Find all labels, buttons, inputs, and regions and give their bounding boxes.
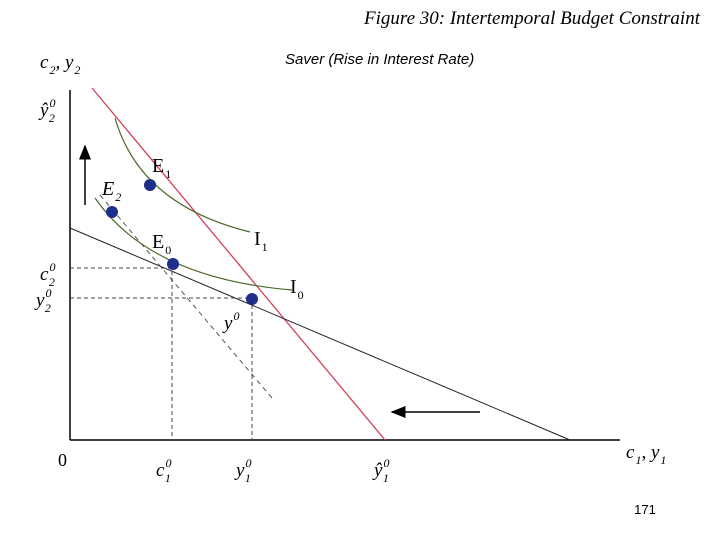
diagram — [69, 87, 620, 441]
label-part: E — [101, 178, 114, 200]
label-part: 2 — [45, 301, 51, 315]
math-label: y0 2 — [34, 286, 51, 315]
label-part: y — [234, 460, 245, 481]
label-part: c — [40, 52, 49, 73]
label-part: ŷ — [372, 460, 383, 481]
guide-e0 — [70, 267, 173, 440]
point-y0 — [246, 293, 258, 305]
label-part: I — [254, 228, 261, 250]
label-part: 2 — [74, 63, 80, 77]
label-part: 0 — [165, 456, 171, 470]
math-label: I0 — [290, 276, 304, 302]
math-label: c0 1 — [156, 456, 171, 485]
indifference-curve-i1 — [114, 117, 251, 233]
math-label: 0 — [58, 450, 67, 470]
math-label: y0 1 — [234, 456, 251, 485]
point-e1 — [144, 179, 156, 191]
new-budget-line — [91, 87, 386, 441]
label-part: I — [290, 276, 297, 298]
math-label: c1, y1 — [626, 442, 666, 467]
label-part: 1 — [245, 471, 251, 485]
label-part: 0 — [245, 456, 251, 470]
budget-line — [69, 227, 571, 441]
label-part: 0 — [383, 456, 389, 470]
compensated-line — [99, 194, 273, 399]
label-part: 1 — [383, 471, 389, 485]
figure-title: Figure 30: Intertemporal Budget Constrai… — [363, 8, 701, 29]
math-label: c0 2 — [40, 260, 55, 289]
math-label: E0 — [152, 231, 171, 257]
label-part: y — [222, 313, 233, 334]
math-label: I1 — [254, 228, 268, 254]
label-part: 2 — [115, 190, 121, 204]
label-part: 1 — [165, 471, 171, 485]
label-part: 0 — [45, 286, 51, 300]
label-part: c — [626, 442, 635, 463]
math-label: E2 — [101, 178, 121, 204]
label-part: y — [34, 290, 45, 311]
label-part: 2 — [49, 63, 55, 77]
label-part: 0 — [58, 450, 67, 470]
label-part: 1 — [660, 453, 666, 467]
label-part: 0 — [233, 309, 239, 323]
label-part: c — [156, 460, 165, 481]
label-part: , y — [55, 52, 74, 73]
math-label: E1 — [152, 155, 171, 181]
math-label: y0 — [222, 309, 239, 334]
point-e2 — [106, 206, 118, 218]
label-part: 1 — [262, 240, 268, 254]
math-label: ŷ0 1 — [372, 456, 389, 485]
label-part: c — [40, 264, 49, 285]
label-part: 2 — [49, 111, 55, 125]
point-e0 — [167, 258, 179, 270]
label-part: 1 — [165, 167, 171, 181]
math-label: c2, y2 — [40, 52, 80, 77]
math-label: ŷ0 2 — [38, 96, 55, 125]
label-part: 0 — [49, 96, 55, 110]
label-part: 0 — [298, 288, 304, 302]
subtitle: Saver (Rise in Interest Rate) — [285, 51, 474, 68]
label-part: , y — [641, 442, 660, 463]
label-part: 2 — [49, 275, 55, 289]
page-number: 171 — [634, 502, 656, 517]
label-part: 1 — [635, 453, 641, 467]
label-part: E — [152, 155, 164, 177]
label-part: 0 — [165, 243, 171, 257]
label-part: E — [152, 231, 164, 253]
label-part: ŷ — [38, 100, 49, 121]
label-part: 0 — [49, 260, 55, 274]
